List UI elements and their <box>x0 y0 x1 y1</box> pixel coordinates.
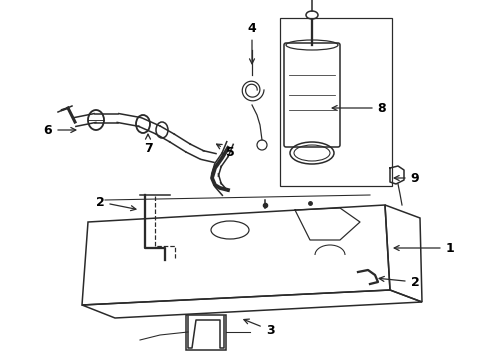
Text: 6: 6 <box>44 123 76 136</box>
Text: 8: 8 <box>332 102 386 114</box>
Text: 2: 2 <box>96 195 136 211</box>
Text: 7: 7 <box>144 134 152 154</box>
Bar <box>280 18 392 186</box>
Text: 2: 2 <box>379 275 419 288</box>
Text: 4: 4 <box>247 22 256 64</box>
Text: 5: 5 <box>217 144 234 158</box>
Text: 9: 9 <box>394 171 419 184</box>
Bar <box>186 315 226 350</box>
Text: 3: 3 <box>244 319 274 337</box>
Text: 1: 1 <box>394 242 454 255</box>
